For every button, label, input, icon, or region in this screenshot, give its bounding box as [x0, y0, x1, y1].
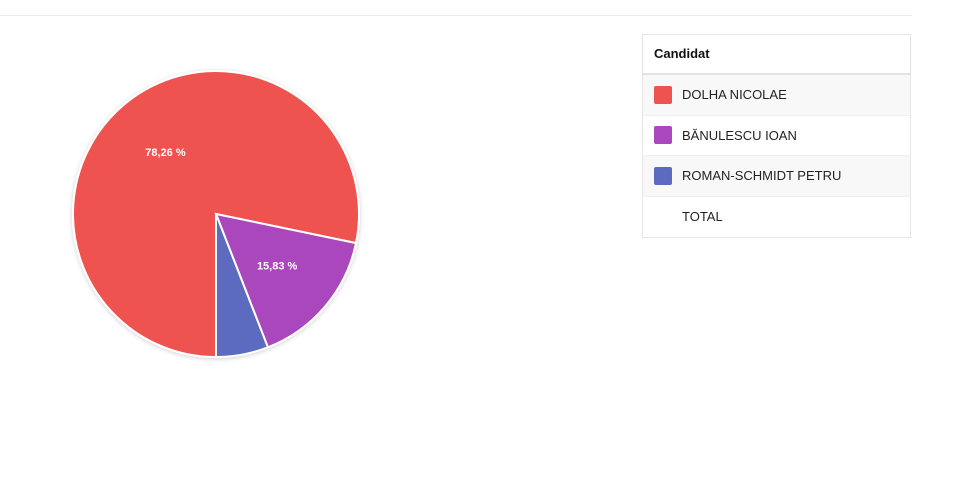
slice-percent-label: 15,83 %	[257, 261, 298, 273]
candidate-legend-table: Candidat DOLHA NICOLAE BĂNULESCU IOAN RO…	[642, 34, 911, 238]
pie-slice[interactable]	[215, 213, 270, 359]
legend-row-total[interactable]: TOTAL	[643, 197, 910, 238]
legend-row[interactable]: ROMAN-SCHMIDT PETRU	[643, 156, 910, 197]
legend-swatch	[654, 85, 672, 104]
pie-chart: 78,26 % 15,83 %	[72, 70, 360, 359]
legend-row[interactable]: DOLHA NICOLAE	[643, 75, 910, 116]
legend-header: Candidat	[643, 35, 910, 75]
legend-label: ROMAN-SCHMIDT PETRU	[682, 168, 842, 184]
legend-label-total: TOTAL	[682, 209, 723, 225]
top-divider	[0, 15, 912, 16]
legend-swatch	[654, 166, 672, 185]
legend-swatch-empty	[654, 208, 672, 226]
legend-swatch	[654, 126, 672, 145]
legend-label: BĂNULESCU IOAN	[682, 127, 797, 143]
pie-chart-area: 78,26 % 15,83 %	[72, 70, 360, 359]
legend-row[interactable]: BĂNULESCU IOAN	[643, 116, 910, 156]
legend-label: DOLHA NICOLAE	[682, 87, 787, 103]
slice-percent-label: 78,26 %	[145, 147, 186, 159]
pie-slice[interactable]	[72, 70, 360, 359]
pie-slice[interactable]	[214, 212, 358, 349]
